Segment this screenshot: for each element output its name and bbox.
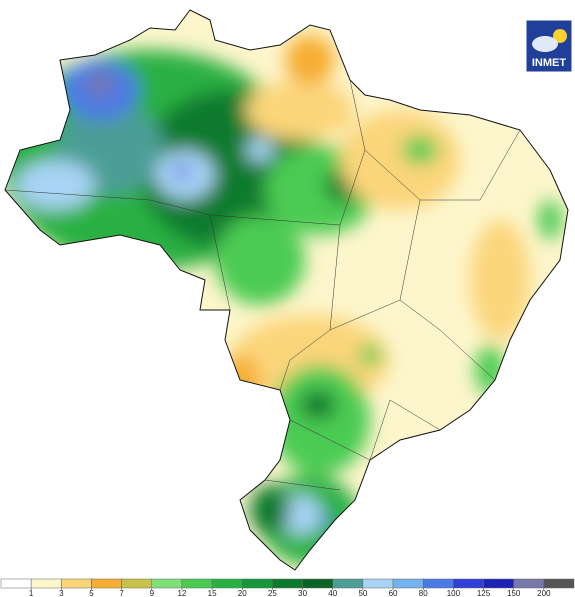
state-borders [4,79,521,491]
legend-swatch [543,578,575,589]
legend-tick-label: 50 [358,589,367,597]
legend-tick-label: 60 [389,589,398,597]
legend-tick-label: 20 [238,589,247,597]
legend-swatch [422,578,454,589]
legend-tick-label: 9 [150,589,155,597]
legend-tick-label: 150 [507,589,521,597]
legend-swatch [61,578,92,589]
legend-tick-label: 200 [537,589,551,597]
legend-swatch [181,578,213,589]
legend-swatch [211,578,243,589]
legend-tick-label: 1 [29,589,34,597]
precipitation-field [5,10,568,570]
logo: INMET [525,19,573,73]
legend-tick-label: 125 [477,589,491,597]
legend-tick-label: 40 [328,589,337,597]
legend-swatch [121,578,153,589]
legend-tick-label: 30 [298,589,307,597]
legend-swatch [242,578,273,589]
logo-cloud [532,36,558,52]
legend-swatch [151,578,183,589]
legend-swatch [513,578,545,589]
legend-tick-label: 100 [447,589,461,597]
legend-swatch [272,578,303,589]
legend-tick-label: 25 [268,589,277,597]
legend-tick-label: 15 [208,589,217,597]
legend-tick-label: 12 [177,589,186,597]
legend-swatch [332,578,364,589]
legend-tick-label: 5 [89,589,94,597]
legend-tick-label: 7 [119,589,124,597]
legend-swatch [483,578,514,589]
logo-sun [553,29,567,43]
legend-swatch [91,578,122,589]
legend-swatch [362,578,394,589]
legend-tick-label: 3 [59,589,64,597]
legend-swatch [453,578,484,589]
legend-swatch [302,578,333,589]
legend-swatch [392,578,424,589]
legend: 1 3 5 7 9 12 15 20 25 30 40 50 60 80 100 125 150 200 [0,578,575,597]
legend-tick-label: 80 [419,589,428,597]
legend-swatch [0,578,32,589]
legend-swatch [30,578,62,589]
logo-text: INMET [532,57,567,69]
